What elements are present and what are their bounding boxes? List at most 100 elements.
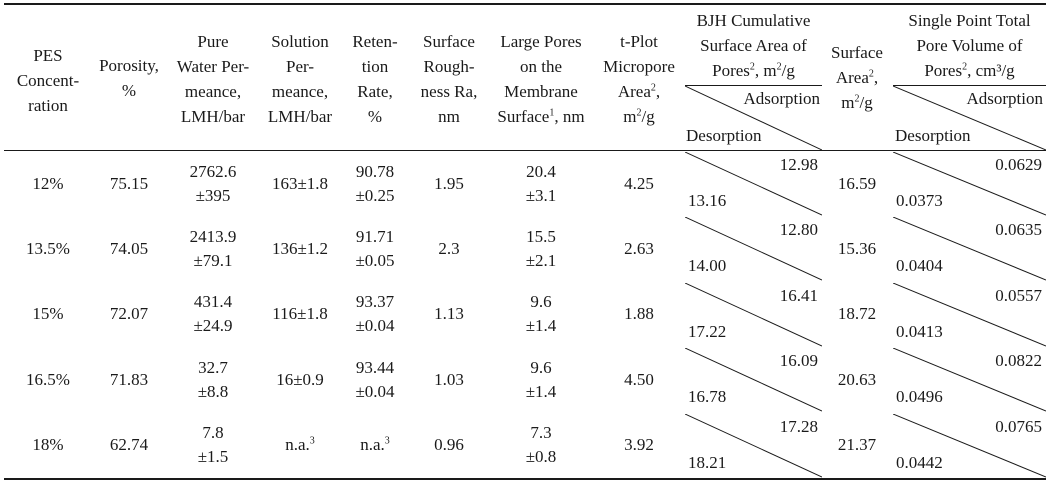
header-large-footnote: 1	[549, 107, 555, 119]
header-sa-unit-m: m	[841, 93, 855, 112]
header-bjh-line2: Surface Area of	[700, 35, 807, 55]
header-large-line1: Large Pores	[500, 32, 582, 51]
bjh-cell-diagonal	[685, 282, 822, 347]
header-tplot: t-Plot Micropore Area2, m2/g	[594, 28, 684, 130]
cell-pwp-value: 431.4	[193, 292, 233, 312]
cell-sa-value: 20.63	[838, 368, 876, 392]
cell-tplot-value: 2.63	[624, 237, 654, 261]
cell-conc: 16.5%	[4, 347, 92, 412]
cell-pwp: 2762.6 ±395	[166, 151, 260, 216]
cell-conc-text: 13.5%	[26, 239, 70, 259]
cell-rough-value: 1.13	[434, 302, 464, 326]
header-bjh-footnote: 2	[749, 60, 755, 72]
cell-sa-text: 20.63	[837, 369, 877, 389]
header-rough-line1: Surface	[423, 32, 475, 51]
bjh-adsorption-value: 12.80	[779, 220, 818, 240]
cell-pwp-value: 2762.6	[189, 161, 237, 181]
data-table: PES Concent- ration Porosity, % Pure Wat…	[4, 0, 1046, 482]
cell-sa: 15.36	[824, 216, 890, 281]
bjh-desorption-label: Desorption	[686, 126, 762, 145]
cell-lp-value: 7.3	[530, 423, 552, 443]
cell-ret-error: ±0.05	[355, 251, 395, 271]
header-tplot-unit-g: /g	[641, 107, 655, 126]
header-sp-unit: , cm³/g	[967, 60, 1015, 80]
cell-tplot: 3.92	[594, 413, 684, 478]
cell-ret-text: n.a.	[360, 435, 385, 455]
cell-pwp-error: ±24.9	[193, 316, 233, 336]
bjh-adsorption-label: Adsorption	[743, 89, 821, 108]
header-sa-comma: ,	[873, 68, 879, 87]
bjh-subrule	[685, 85, 822, 86]
cell-sol-text: 116±1.8	[272, 304, 328, 324]
header-tplot-unit-m: m	[623, 107, 637, 126]
header-large-surface: Surface	[497, 107, 550, 126]
cell-ret-value: 90.78	[355, 161, 395, 181]
sp-cell-diagonal	[893, 152, 1046, 216]
cell-lp-error: ±1.4	[525, 316, 557, 336]
bjh-header-diagonal	[685, 86, 822, 150]
header-bjh-unit-m: , m	[754, 60, 777, 80]
cell-por-value: 72.07	[110, 302, 148, 326]
sp-desorption-value: 0.0373	[896, 191, 943, 210]
top-rule	[4, 3, 1046, 5]
cell-pwp-error: ±1.5	[197, 447, 229, 467]
cell-por-value: 74.05	[110, 237, 148, 261]
bjh-desorption-value: 16.78	[688, 387, 727, 407]
header-ret-line3: Rate,	[357, 82, 393, 101]
cell-conc-value: 12%	[32, 172, 63, 196]
sp-desorption-label: Desorption	[895, 126, 971, 145]
sp-adsorption-value: 0.0822	[995, 351, 1042, 371]
header-surface-roughness: Surface Rough- ness Ra, nm	[410, 28, 488, 130]
sp-desorption-value: 0.0442	[896, 452, 943, 472]
header-large-line3: Membrane	[504, 82, 578, 101]
header-rough-line2: Rough-	[423, 57, 475, 76]
header-sol-line2: Per-	[286, 57, 314, 76]
sp-desorption-value: 0.0496	[896, 387, 943, 407]
header-rule	[4, 150, 1046, 151]
header-ret-line2: tion	[361, 57, 389, 76]
cell-por: 62.74	[92, 413, 166, 478]
cell-ret: n.a.3	[340, 413, 410, 478]
cell-pwp: 431.4 ±24.9	[166, 282, 260, 347]
cell-ret-error: ±0.04	[355, 381, 395, 401]
header-sp-footnote: 2	[962, 60, 968, 72]
cell-ret: 93.37 ±0.04	[340, 282, 410, 347]
sp-adsorption-value: 0.0629	[995, 155, 1042, 174]
cell-sa-text: 15.36	[837, 239, 877, 259]
bjh-adsorption-value: 17.28	[779, 416, 818, 436]
header-pes: PES Concent- ration	[4, 30, 92, 130]
header-bjh-line1: BJH Cumulative	[696, 10, 811, 30]
header-large-unit: , nm	[554, 107, 585, 126]
bjh-adsorption-value: 16.09	[779, 351, 818, 371]
cell-por-text: 72.07	[109, 304, 149, 324]
cell-sol-footnote: 3	[309, 435, 315, 447]
bjh-cell-diagonal	[685, 348, 822, 412]
cell-pwp: 2413.9 ±79.1	[166, 216, 260, 281]
cell-lp-value: 20.4	[526, 161, 556, 181]
cell-conc: 18%	[4, 413, 92, 478]
sp-desorption-value: 0.0404	[896, 256, 943, 276]
cell-sa: 20.63	[824, 347, 890, 412]
header-single-point: Single Point Total Pore Volume of Pores2…	[893, 5, 1046, 85]
cell-rough-text: 0.96	[434, 435, 464, 455]
bjh-desorption-value: 18.21	[688, 452, 727, 472]
cell-lp: 9.6 ±1.4	[488, 282, 594, 347]
cell-tplot: 1.88	[594, 282, 684, 347]
header-tplot-line1: t-Plot	[620, 32, 658, 51]
header-sa-area: Area	[835, 68, 869, 87]
header-pwp-line4: LMH/bar	[180, 107, 246, 126]
cell-conc-text: 15%	[32, 304, 64, 324]
cell-sol: 163±1.8	[260, 151, 340, 216]
cell-ret-error: ±0.25	[355, 185, 395, 205]
header-ret-line4: %	[367, 107, 383, 126]
cell-sa: 18.72	[824, 282, 890, 347]
cell-ret-value: 93.44	[355, 357, 395, 377]
cell-rough: 1.03	[410, 347, 488, 412]
cell-lp: 15.5 ±2.1	[488, 216, 594, 281]
cell-ret-footnote: 3	[384, 435, 390, 447]
header-sa-line2: Area2,	[836, 65, 878, 90]
cell-ret: 90.78 ±0.25	[340, 151, 410, 216]
cell-rough: 1.95	[410, 151, 488, 216]
cell-por: 75.15	[92, 151, 166, 216]
cell-rough-text: 2.3	[438, 239, 460, 259]
